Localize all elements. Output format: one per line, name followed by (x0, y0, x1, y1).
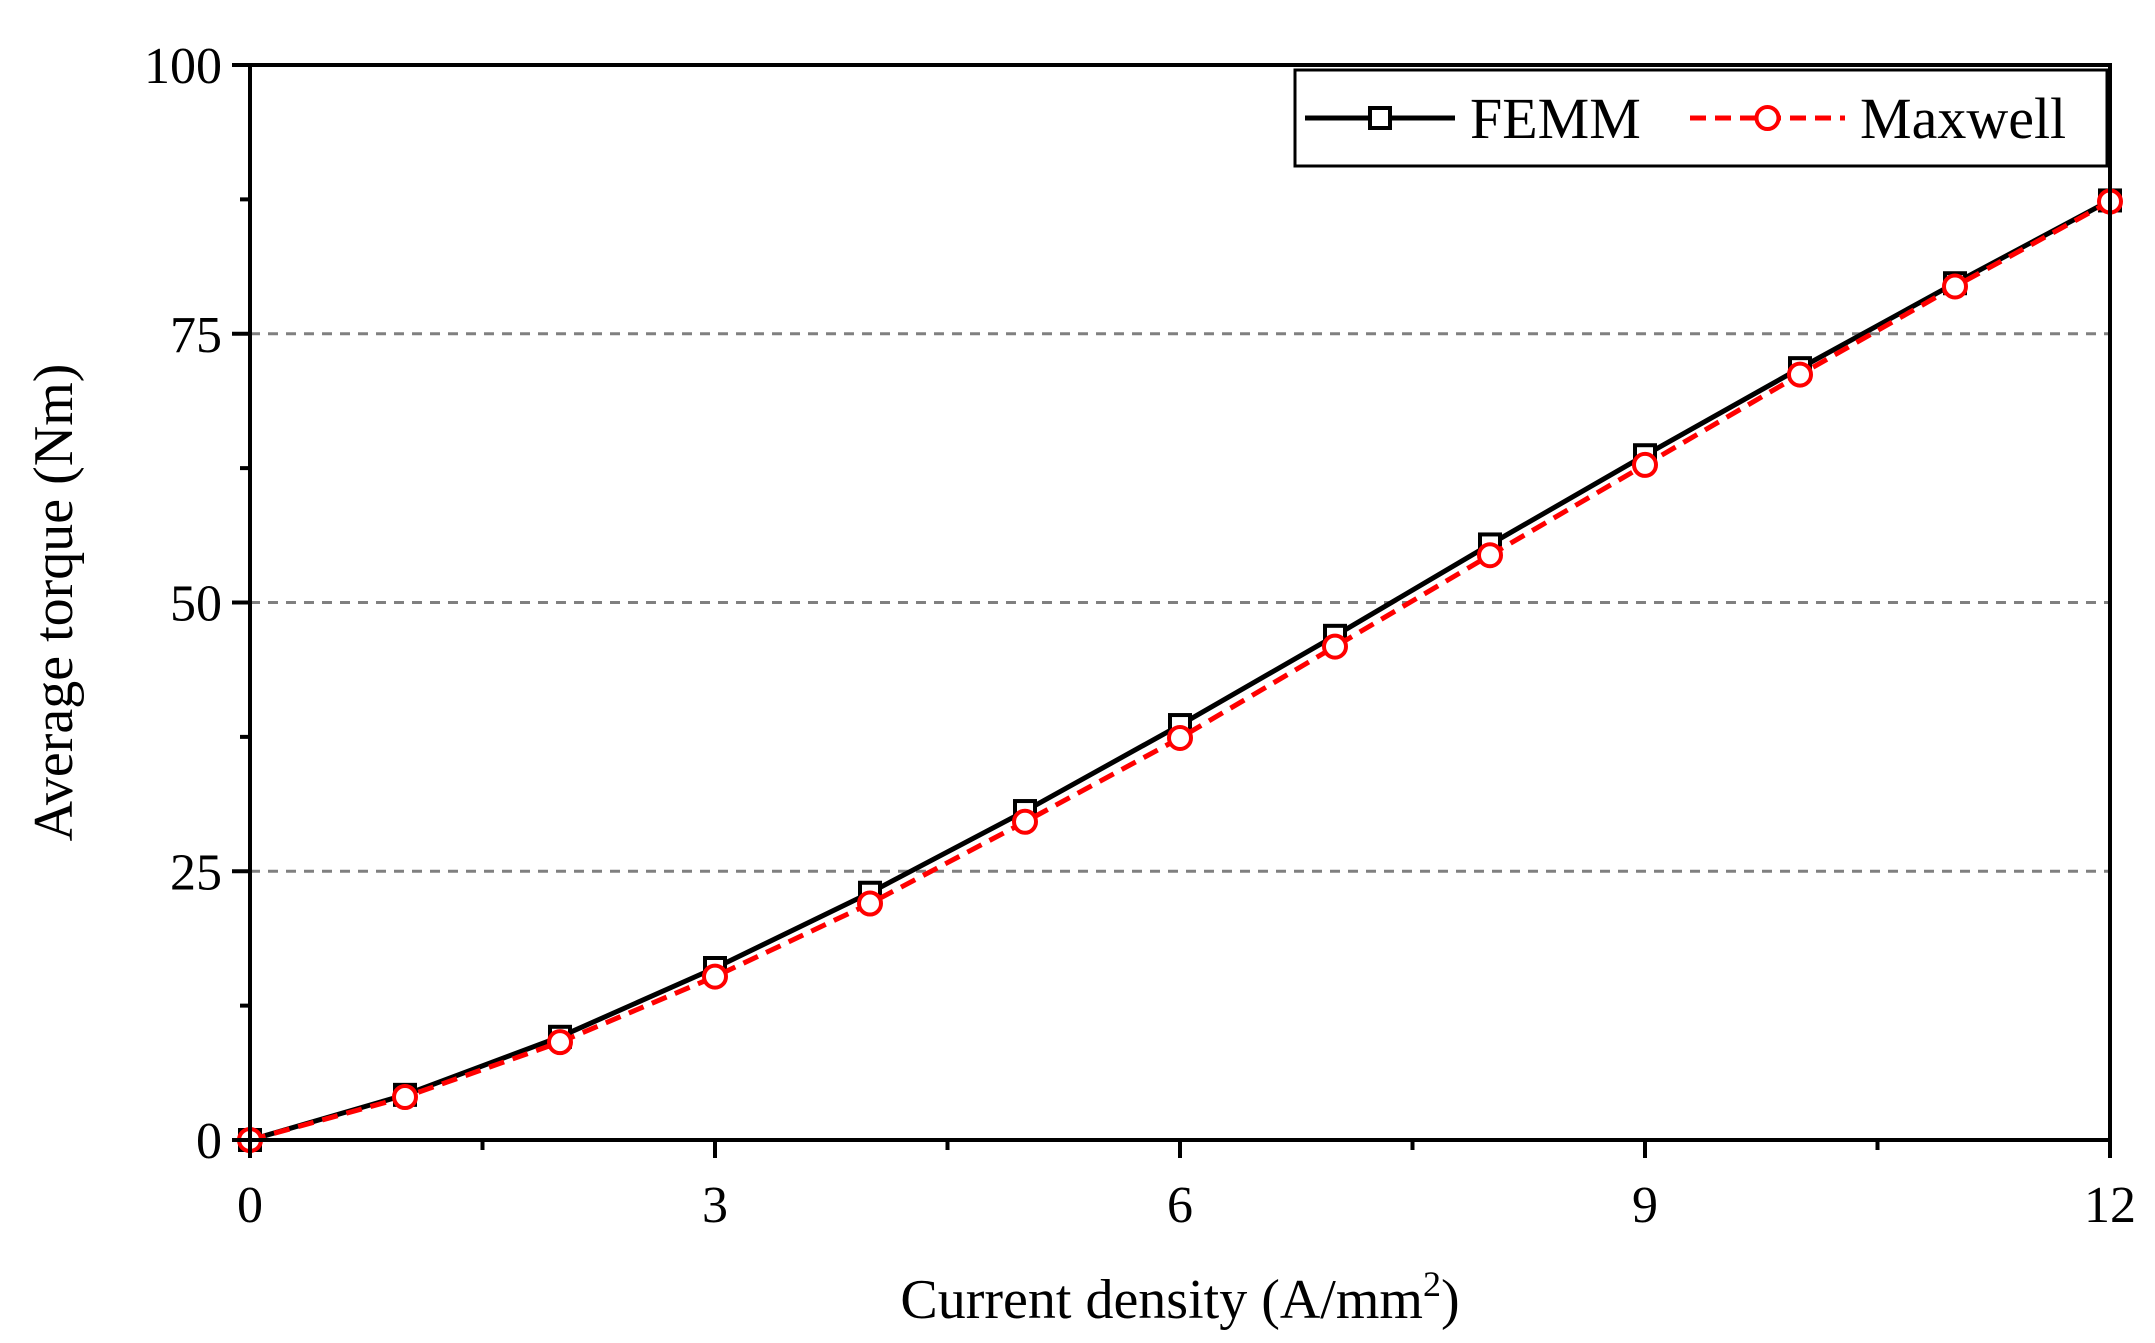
x-tick-label-3: 3 (702, 1177, 728, 1234)
axes: 0 3 6 9 12 0 25 50 75 100 (144, 38, 2136, 1234)
data-point-maxwell (702, 963, 728, 990)
x-tick-label-0: 0 (237, 1177, 263, 1234)
y-tick-label-25: 25 (170, 844, 222, 901)
data-point-maxwell (1632, 451, 1658, 478)
legend-marker-maxwell (1754, 105, 1781, 131)
data-point-maxwell (1012, 808, 1038, 835)
legend-marker-femm (1368, 106, 1392, 130)
data-point-maxwell (1322, 633, 1348, 660)
x-axis-title-suffix: ) (1441, 1269, 1460, 1331)
legend-label-maxwell: Maxwell (1860, 86, 2066, 151)
series-layer (237, 188, 2123, 1153)
y-tick-label-100: 100 (144, 38, 222, 95)
legend-label-femm: FEMM (1470, 86, 1641, 151)
y-tick-label-75: 75 (170, 307, 222, 364)
y-tick-label-50: 50 (170, 576, 222, 633)
data-point-maxwell (1167, 724, 1193, 751)
legend: FEMM Maxwell (1293, 68, 2109, 168)
data-point-maxwell (392, 1084, 418, 1110)
data-point-maxwell (1942, 273, 1968, 300)
data-point-maxwell (857, 890, 883, 917)
data-point-maxwell (1477, 542, 1503, 569)
series-line-maxwell (249, 199, 2112, 1143)
data-point-maxwell (1787, 361, 1813, 388)
y-tick-label-0: 0 (196, 1113, 222, 1170)
data-point-maxwell (547, 1029, 573, 1056)
x-tick-label-12: 12 (2084, 1177, 2136, 1234)
y-axis-title: Average torque (Nm) (23, 364, 85, 842)
grid-lines (250, 332, 2110, 873)
x-axis-title-superscript: 2 (1423, 1264, 1441, 1304)
x-axis-title: Current density (A/mm2) (900, 1264, 1459, 1331)
series-line-femm (249, 198, 2112, 1143)
x-tick-label-9: 9 (1632, 1177, 1658, 1234)
x-tick-label-6: 6 (1167, 1177, 1193, 1234)
